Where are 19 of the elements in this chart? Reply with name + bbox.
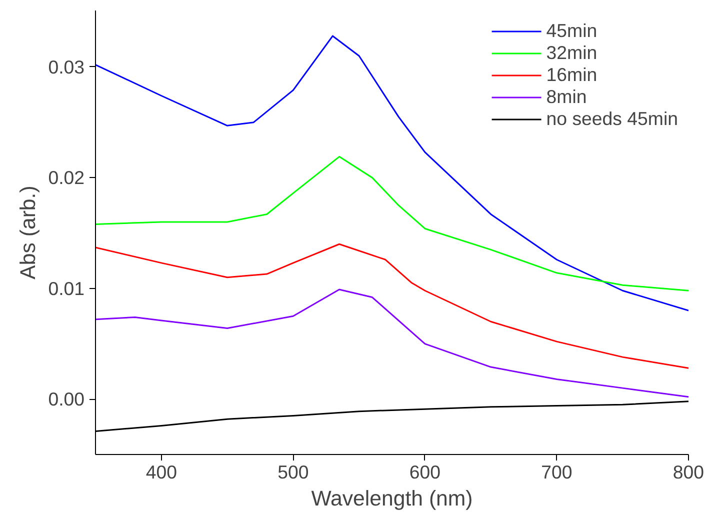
x-tick-label: 500 xyxy=(278,462,309,482)
legend-label: no seeds 45min xyxy=(546,108,678,130)
line-series xyxy=(96,156,688,292)
legend-label: 45min xyxy=(546,20,598,42)
y-tick-label: 0.01 xyxy=(48,278,84,299)
y-tick-label: 0.02 xyxy=(48,167,84,188)
x-tick-label: 700 xyxy=(541,462,572,482)
x-tick-label: 600 xyxy=(409,462,441,482)
line-series xyxy=(96,243,688,369)
y-tick-label: 0.00 xyxy=(48,388,84,410)
x-axis-title: Wavelength (nm) xyxy=(311,486,473,510)
legend-label: 32min xyxy=(546,42,598,64)
y-axis-title: Abs (arb.) xyxy=(16,186,40,280)
y-tick-label: 0.03 xyxy=(48,56,84,78)
x-tick-label: 400 xyxy=(146,462,177,482)
x-tick-label: 800 xyxy=(672,462,704,482)
legend-label: 16min xyxy=(546,64,598,86)
legend-label: 8min xyxy=(546,86,587,108)
line-series xyxy=(96,288,688,398)
